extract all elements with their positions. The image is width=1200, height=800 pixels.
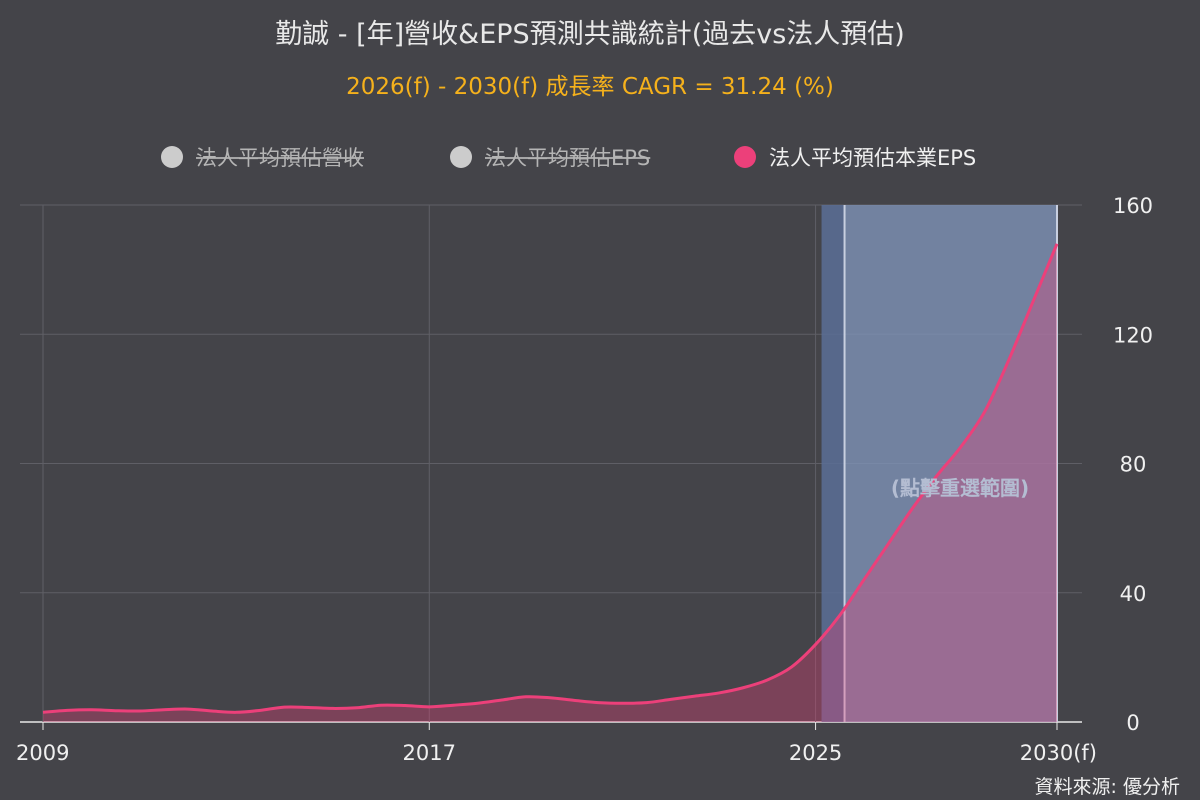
x-tick-label: 2025 (789, 741, 842, 765)
y-axis: 0 40 80 120 160 (1113, 194, 1153, 735)
plot-area (42, 243, 1059, 722)
legend: 法人平均預估營收 法人平均預估EPS 法人平均預估本業EPS (161, 146, 976, 170)
x-tick-label: 2009 (16, 741, 69, 765)
x-tick-label: 2030(f) (1020, 741, 1097, 765)
selection-band-fill[interactable] (844, 205, 1057, 722)
x-axis: 2009 2017 2025 2030(f) (16, 722, 1097, 765)
y-tick-label: 120 (1113, 323, 1153, 347)
legend-marker (450, 146, 472, 168)
selection-band-handle-area[interactable] (821, 205, 845, 722)
chart-subtitle: 2026(f) - 2030(f) 成長率 CAGR = 31.24 (%) (346, 74, 834, 100)
legend-label: 法人平均預估本業EPS (769, 146, 976, 170)
y-tick-label: 0 (1126, 711, 1139, 735)
legend-marker (734, 146, 756, 168)
y-tick-label: 160 (1113, 194, 1153, 218)
legend-marker (161, 146, 183, 168)
legend-item[interactable]: 法人平均預估營收 (161, 146, 364, 170)
legend-item[interactable]: 法人平均預估EPS (450, 146, 651, 170)
x-tick-label: 2017 (403, 741, 456, 765)
y-tick-label: 80 (1120, 453, 1147, 477)
series-area (43, 243, 1057, 722)
chart-title: 勤誠 - [年]營收&EPS預測共識統計(過去vs法人預估) (275, 19, 905, 50)
y-tick-label: 40 (1120, 582, 1147, 606)
source-credit: 資料來源: 優分析 (1035, 776, 1180, 798)
series-line (42, 243, 1059, 714)
legend-item[interactable]: 法人平均預估本業EPS (734, 146, 976, 170)
reselect-range-annotation[interactable]: (點擊重選範圍) (891, 476, 1029, 500)
selection-band[interactable] (821, 205, 1058, 722)
